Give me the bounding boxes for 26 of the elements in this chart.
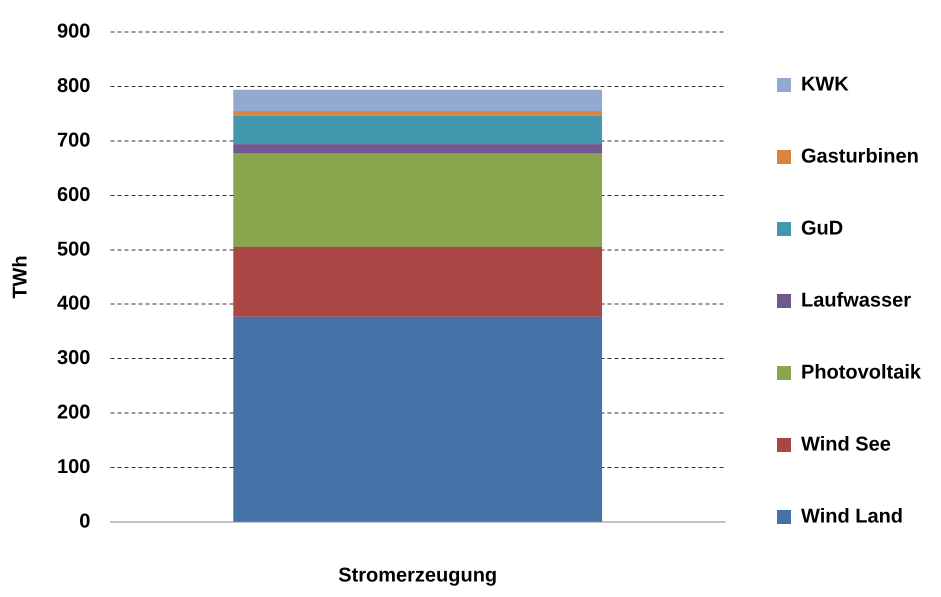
bar: [233, 90, 602, 111]
bar: [233, 110, 602, 116]
legend-label: KWK: [800, 74, 850, 96]
y-tick-label: 100: [56, 456, 90, 478]
bar: [233, 153, 602, 248]
legend-label: Gasturbinen: [800, 146, 919, 168]
y-tick-label: 200: [56, 402, 90, 424]
legend-label: Photovoltaik: [800, 362, 922, 384]
y-tick-label: 400: [56, 292, 90, 315]
y-tick-label: 0: [79, 510, 90, 533]
y-tick-label: 600: [56, 184, 90, 206]
bar: [233, 247, 602, 317]
y-axis-title: TWh: [10, 255, 32, 299]
y-tick-label: 900: [56, 20, 90, 43]
y-tick-label: 500: [56, 238, 90, 260]
y-tick-label: 700: [56, 129, 90, 152]
legend-label: GuD: [800, 218, 844, 240]
y-tick-label: 800: [56, 74, 90, 97]
x-axis-title: Stromerzeugung: [338, 564, 498, 587]
legend-label: Wind Land: [800, 506, 904, 528]
legend-label: Laufwasser: [800, 290, 912, 312]
legend-label: Wind See: [800, 434, 891, 456]
y-tick-label: 300: [56, 347, 90, 370]
bar: [233, 316, 602, 522]
bar: [233, 144, 602, 154]
bar: [233, 116, 602, 144]
